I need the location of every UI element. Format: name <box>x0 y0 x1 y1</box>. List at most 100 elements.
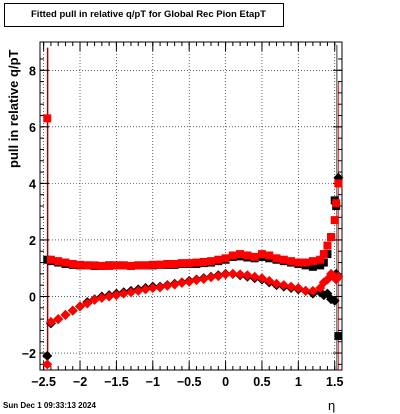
x-tick-label: −0.5 <box>177 375 202 389</box>
y-tick-label: 2 <box>29 234 36 248</box>
data-point-red-square <box>221 254 230 263</box>
data-point-red-diamond <box>45 316 56 327</box>
error-bars <box>46 44 339 370</box>
data-point-red-diamond <box>147 283 158 293</box>
data-point-red-diamond <box>75 301 86 312</box>
x-tick-label: −2 <box>73 375 87 389</box>
data-point-red-diamond <box>169 279 180 290</box>
x-tick-label: 1.5 <box>326 375 343 389</box>
data-point-red-diamond <box>333 271 344 282</box>
y-tick-label: 6 <box>29 121 36 135</box>
data-point-black-square <box>334 332 343 341</box>
chart-title: Fitted pull in relative q/pT for Global … <box>4 3 284 27</box>
timestamp: Sun Dec 1 09:33:13 2024 <box>3 401 96 410</box>
data-point-red-square <box>76 260 85 269</box>
data-point-red-square <box>54 257 63 266</box>
axis-ticks: −2.5 −2 −1.5 −1 −0.5 0 0.5 1 1.5 −2 0 2 4 6 8 <box>22 42 343 389</box>
data-point-red-square <box>334 179 343 188</box>
data-point-red-square <box>97 261 106 270</box>
data-point-red-diamond <box>82 298 93 309</box>
data-point-red-square <box>61 258 70 267</box>
x-tick-label: −2.5 <box>31 375 56 389</box>
data-point-red-diamond <box>133 285 144 296</box>
data-point-red-diamond <box>176 277 187 288</box>
data-point-red-diamond <box>67 305 78 316</box>
data-point-red-square <box>90 261 99 270</box>
data-point-red-diamond <box>198 273 209 284</box>
y-tick-label: 0 <box>29 290 36 304</box>
x-tick-label: 1 <box>295 375 302 389</box>
data-point-red-square <box>46 255 55 264</box>
data-point-red-diamond <box>125 287 136 298</box>
data-point-red-diamond <box>42 359 53 370</box>
data-point-red-diamond <box>235 269 246 280</box>
data-point-red-square <box>141 261 150 270</box>
data-point-black-diamond <box>42 350 53 361</box>
y-axis-label-text: pull in relative q/pT <box>6 49 21 168</box>
data-point-red-diamond <box>89 294 100 305</box>
data-point-red-diamond <box>213 271 224 282</box>
data-point-red-diamond <box>249 271 260 282</box>
x-tick-label: 0.5 <box>253 375 270 389</box>
data-point-red-diamond <box>162 280 173 291</box>
x-tick-label: −1 <box>146 375 160 389</box>
data-points <box>42 114 344 370</box>
data-point-red-square <box>134 261 143 270</box>
x-tick-label: 0 <box>222 375 229 389</box>
data-point-black-square <box>308 262 317 271</box>
data-point-red-square <box>323 241 332 250</box>
y-tick-label: 8 <box>29 64 36 78</box>
data-point-red-diamond <box>307 285 318 296</box>
data-point-red-square <box>319 250 328 259</box>
data-point-red-diamond <box>118 288 129 299</box>
data-point-red-diamond <box>256 273 267 284</box>
data-point-red-square <box>272 254 281 263</box>
data-point-red-diamond <box>286 281 297 292</box>
data-point-red-square <box>243 251 252 260</box>
data-point-red-square <box>265 251 274 260</box>
data-point-red-square <box>207 257 216 266</box>
data-point-red-diamond <box>242 270 253 281</box>
data-point-red-diamond <box>220 269 231 280</box>
data-point-red-square <box>119 261 128 270</box>
data-point-red-diamond <box>264 275 275 286</box>
data-point-red-diamond <box>206 272 217 283</box>
data-point-red-diamond <box>155 282 166 293</box>
data-point-red-square <box>192 258 201 267</box>
data-point-red-square <box>294 258 303 267</box>
data-point-red-square <box>332 199 341 208</box>
data-point-red-square <box>228 251 237 260</box>
data-point-red-square <box>156 260 165 269</box>
data-point-red-diamond <box>53 314 64 325</box>
data-point-red-square <box>170 259 179 268</box>
data-point-red-diamond <box>96 292 107 303</box>
data-point-red-square <box>43 114 52 123</box>
data-point-red-square <box>279 255 288 264</box>
x-axis-label: η <box>328 398 336 413</box>
data-point-red-diamond <box>278 280 289 291</box>
data-point-red-diamond <box>293 283 304 293</box>
data-point-red-square <box>257 250 266 259</box>
data-point-red-diamond <box>300 285 311 296</box>
data-point-black-diamond <box>329 295 340 306</box>
y-tick-label: −2 <box>22 347 36 361</box>
data-point-red-square <box>177 259 186 268</box>
y-tick-label: 4 <box>29 177 36 191</box>
data-point-red-square <box>68 259 77 268</box>
data-point-red-square <box>287 257 296 266</box>
data-point-red-diamond <box>104 291 115 302</box>
data-point-red-square <box>199 257 208 266</box>
grid-lines <box>40 42 342 370</box>
data-point-red-diamond <box>111 290 122 301</box>
data-point-red-square <box>105 261 114 270</box>
data-point-red-square <box>148 260 157 269</box>
data-point-red-square <box>83 261 92 270</box>
y-axis-label: pull in relative q/pT <box>6 49 21 168</box>
x-tick-label: −1.5 <box>104 375 129 389</box>
data-point-red-square <box>301 258 310 267</box>
data-point-red-diamond <box>191 275 202 286</box>
data-point-red-diamond <box>271 278 282 289</box>
data-point-red-square <box>327 233 336 242</box>
data-point-red-square <box>250 252 259 261</box>
